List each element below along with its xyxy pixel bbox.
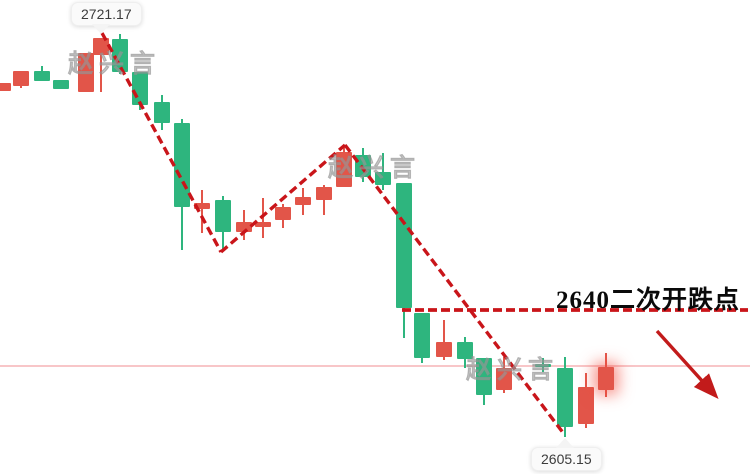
candle-red [436,342,452,357]
candle-wick [262,198,264,238]
trend-line [343,143,566,436]
downtrend-arrow [655,329,719,400]
breakdown-level-label: 2640二次开跌点 [556,287,741,314]
candle-green [557,368,573,427]
candle-green [53,80,69,89]
candle-red [255,222,271,227]
candle-wick [201,190,203,233]
candle-red [316,187,332,200]
candle-red [336,152,352,187]
candle-red [93,38,109,55]
candle-red [236,222,252,232]
candle-green [457,342,473,359]
candle-green [355,155,371,177]
candle-red [598,367,614,390]
swing-high-tooltip-pointer [92,24,110,34]
candle-red [0,83,11,91]
candle-green [174,123,190,207]
swing-high-tooltip: 2721.17 [71,2,142,26]
swing-low-tooltip-pointer [556,438,574,448]
candle-green [132,72,148,105]
candle-green [112,39,128,72]
candle-green [34,71,50,81]
candle-red [578,387,594,424]
candle-red [275,207,291,220]
current-price-line [0,365,750,367]
candle-red [496,368,512,390]
candle-green [375,172,391,185]
candle-red [13,71,29,86]
swing-low-tooltip: 2605.15 [531,447,602,471]
candle-red [295,197,311,205]
candle-green [476,358,492,395]
candle-green [154,102,170,123]
candle-green [414,313,430,358]
candle-red [194,203,210,209]
candle-green [396,183,412,308]
candle-red [78,53,94,92]
candle-green [215,200,231,232]
candle-green [535,364,551,367]
